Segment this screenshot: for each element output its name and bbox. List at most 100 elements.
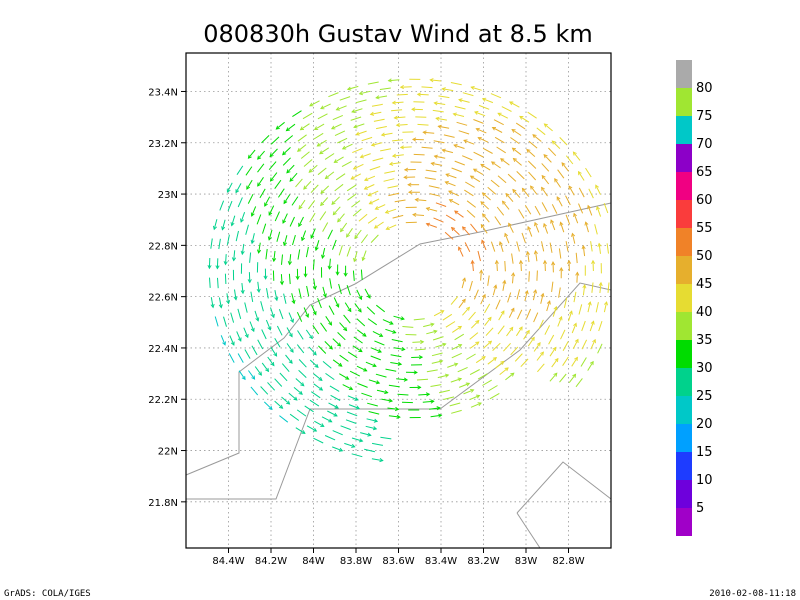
wind-vector-head [212,225,218,231]
wind-vector-segment [356,289,362,300]
wind-vector-head [312,351,317,356]
wind-vector-segment [321,247,326,259]
wind-vector-segment [257,177,264,187]
wind-vector-segment [458,99,470,103]
wind-vector-segment [371,103,383,107]
wind-vector-segment [421,146,433,149]
wind-vector-segment [514,353,523,362]
colorbar-swatch [676,256,692,284]
colorbar-swatch [676,144,692,172]
coastline-segment [186,282,612,500]
wind-vector-segment [270,307,275,318]
wind-vector-segment [231,215,236,226]
wind-vector-segment [396,124,408,126]
wind-vector-head [438,359,444,364]
wind-vector-segment [482,192,491,201]
wind-vector-head [417,385,422,390]
wind-vector-segment [279,372,288,382]
wind-vector-segment [352,208,362,217]
wind-vector-segment [283,293,287,304]
colorbar-swatch [676,396,692,424]
wind-vector-head [207,265,212,270]
wind-vector-segment [587,205,593,216]
wind-vector-segment [286,343,294,353]
wind-vector-segment [492,342,501,351]
x-axis: 84.4W 84.2W 84W 83.8W 83.6W 83.4W 83.2W 83W 82.8… [212,548,585,567]
wind-vector-segment [277,188,285,198]
wind-vector-head [312,311,317,316]
wind-vector-segment [324,341,333,350]
wind-vector-segment [482,213,490,223]
wind-vector-head [556,196,561,201]
wind-vector-head [501,200,506,205]
wind-vector-segment [347,395,359,401]
wind-vector-segment [297,144,307,152]
wind-vector-head [267,236,272,241]
wind-vector-segment [489,392,500,400]
wind-vector-segment [443,396,455,400]
wind-vector-head [247,154,252,159]
wind-vector-segment [267,382,276,391]
y-axis: 21.8N 22N 22.2N 22.4N 22.6N 22.8N 23N 23.2N 23.4… [148,87,186,509]
wind-vector-segment [413,153,425,156]
wind-vector-segment [339,354,349,362]
wind-vector-segment [423,323,434,328]
wind-vector-head [543,123,548,128]
wind-vector-segment [470,320,480,329]
colorbar-label: 10 [696,473,713,488]
wind-vector-segment [312,325,320,335]
wind-vector-segment [424,177,436,180]
wind-vector-head [519,115,524,120]
wind-vector-segment [357,382,368,388]
wind-vector-segment [434,102,446,105]
wind-vector-segment [437,374,449,379]
wind-vector-head [303,273,308,278]
wind-vector-head [587,301,592,306]
wind-vector-head [416,92,421,97]
wind-vector-segment [562,341,569,351]
wind-vector-segment [526,308,532,319]
wind-vector-head [475,127,480,132]
wind-vector-head [372,363,377,368]
wind-vector-segment [356,318,366,327]
wind-vector-segment [397,393,409,396]
colorbar-swatch [676,312,692,340]
wind-vector-segment [603,301,608,313]
wind-vector-segment [359,90,371,95]
wind-vector-segment [371,142,383,146]
wind-vector-segment [297,249,301,260]
wind-vector-head [279,281,285,286]
wind-vector-segment [538,319,544,330]
wind-vector-segment [296,344,305,354]
wind-vector-head [448,190,453,195]
wind-vector-segment [470,175,481,183]
wind-vector-segment [450,378,462,383]
wind-vector-head [367,192,372,197]
wind-vector-segment [524,290,528,302]
wind-vector-segment [375,373,387,378]
wind-vector-segment [469,369,480,376]
wind-vector-segment [288,312,294,323]
wind-vector-segment [291,196,299,206]
wind-vector-segment [432,336,444,341]
wind-vector-head [595,184,599,189]
wind-vector-head [357,308,362,313]
wind-vector-segment [328,92,339,98]
wind-vector-head [221,226,226,231]
wind-vector-segment [425,169,437,173]
wind-vector-head [433,329,438,334]
y-tick-label: 22.6N [148,293,178,304]
wind-vector-segment [365,361,377,367]
wind-vector-segment [226,293,230,304]
wind-vector-segment [256,214,262,225]
wind-vector-segment [376,389,388,394]
wind-vector-head [510,307,515,312]
wind-vector-head [355,131,360,136]
wind-vector-segment [343,314,351,324]
colorbar-label: 75 [696,109,713,124]
wind-vector-segment [499,367,509,375]
wind-vector-segment [297,134,307,142]
wind-vector-head [350,175,355,180]
wind-vector-segment [251,345,258,356]
grid-lines [186,53,611,548]
